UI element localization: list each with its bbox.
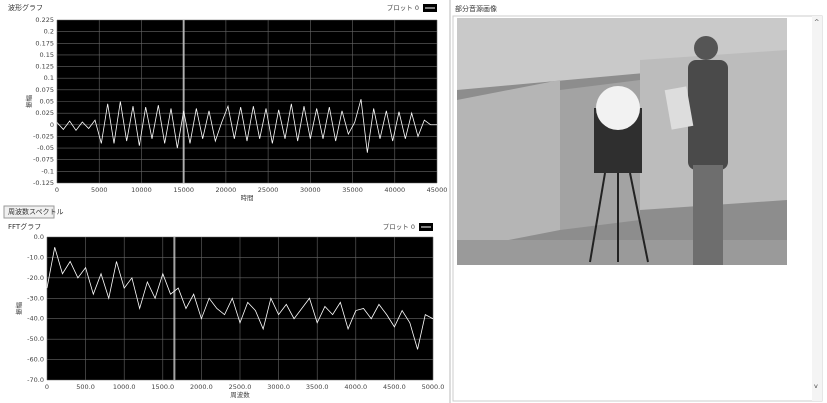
y-tick-label: 0.025	[35, 109, 54, 117]
x-tick-label: 0	[55, 186, 59, 194]
legend-label: プロット 0	[387, 4, 419, 12]
camera-image	[457, 18, 787, 265]
app-window: 部分音源画像 ^ v 波形グラフ -0.125 -0.1 -0.075 -0.05 -0.…	[0, 0, 827, 403]
x-tick-label: 4500.0	[383, 383, 406, 391]
y-tick-label: -0.05	[37, 144, 54, 152]
y-tick-label: 0.225	[35, 16, 54, 24]
scroll-down[interactable]: v	[814, 382, 818, 390]
y-tick-label: 0	[50, 121, 54, 129]
y-tick-label: 0.0	[34, 233, 44, 241]
x-tick-label: 15000	[173, 186, 194, 194]
x-tick-label: 5000	[91, 186, 108, 194]
y-tick-label: 0.175	[35, 39, 54, 47]
y-tick-label: -0.1	[41, 167, 54, 175]
x-axis-label: 周波数	[230, 390, 250, 399]
legend-label: プロット 0	[383, 223, 415, 231]
y-axis-label: 振幅	[14, 302, 23, 316]
x-axis-label: 時間	[241, 194, 254, 202]
x-tick-label: 3500.0	[306, 383, 329, 391]
y-tick-label: -10.0	[27, 253, 44, 261]
x-tick-label: 1000.0	[113, 383, 136, 391]
y-tick-label: -30.0	[27, 294, 44, 302]
x-tick-label: 5000.0	[422, 383, 445, 391]
y-tick-label: 0.075	[35, 86, 54, 94]
y-tick-label: -0.125	[33, 179, 54, 187]
y-tick-label: 0.125	[35, 63, 54, 71]
y-tick-label: -20.0	[27, 274, 44, 282]
y-tick-label: -0.075	[33, 156, 54, 164]
x-tick-label: 0	[45, 383, 49, 391]
x-tick-label: 45000	[427, 186, 448, 194]
x-tick-label: 500.0	[76, 383, 95, 391]
y-tick-label: 0.2	[44, 28, 54, 36]
chart-title: FFTグラフ	[8, 222, 41, 231]
scroll-up[interactable]: ^	[814, 18, 819, 26]
x-tick-label: 3000.0	[267, 383, 290, 391]
y-tick-label: -60.0	[27, 356, 44, 364]
x-tick-label: 10000	[131, 186, 152, 194]
y-tick-label: 0.15	[40, 51, 54, 59]
tab-label: 周波数スペクトル	[8, 207, 64, 216]
x-tick-label: 2000.0	[190, 383, 213, 391]
x-tick-label: 30000	[300, 186, 321, 194]
y-axis-label: 振幅	[24, 95, 33, 109]
chart-title: 波形グラフ	[8, 3, 43, 12]
x-tick-label: 25000	[258, 186, 279, 194]
x-tick-label: 20000	[216, 186, 237, 194]
y-tick-label: -50.0	[27, 335, 44, 343]
y-tick-label: -40.0	[27, 315, 44, 323]
x-tick-label: 2500.0	[229, 383, 252, 391]
panel-title: 部分音源画像	[455, 4, 497, 13]
x-tick-label: 4000.0	[344, 383, 367, 391]
y-tick-label: 0.05	[40, 98, 54, 106]
y-tick-label: -0.025	[33, 132, 54, 140]
scrollbar[interactable]	[812, 16, 822, 401]
y-tick-label: -70.0	[27, 376, 44, 384]
x-tick-label: 1500.0	[151, 383, 174, 391]
y-tick-label: 0.1	[44, 74, 54, 82]
x-tick-label: 35000	[342, 186, 363, 194]
x-tick-label: 40000	[384, 186, 405, 194]
